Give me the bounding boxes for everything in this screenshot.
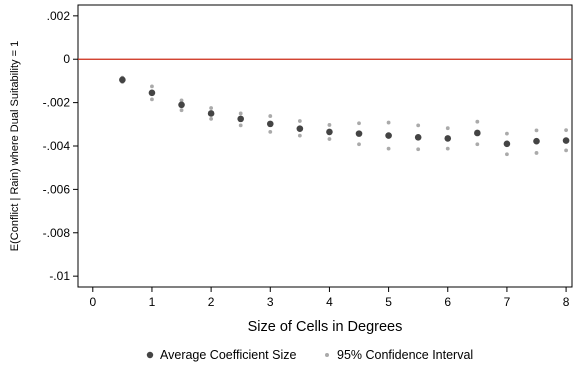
legend-label-average-coefficient: Average Coefficient Size: [160, 348, 296, 362]
y-axis: .002 0 -.002 -.004 -.006 -.008 -.01: [43, 9, 78, 283]
average-coefficient-point: [414, 134, 422, 141]
legend: Average Coefficient Size 95% Confidence …: [146, 348, 473, 362]
ci-lower-point: [505, 152, 509, 157]
x-tick-label: 4: [326, 295, 333, 309]
average-coefficient-point: [533, 137, 540, 145]
ci-lower-point: [297, 133, 302, 138]
x-tick-label: 2: [208, 295, 215, 309]
y-tick-label: -.01: [49, 269, 70, 283]
ci-upper-point: [357, 121, 361, 126]
average-coefficient-point: [385, 132, 392, 139]
legend-marker-average-coefficient: [146, 351, 154, 359]
ci-upper-point: [297, 119, 302, 123]
x-tick-label: 0: [89, 295, 96, 309]
ci-lower-point: [179, 108, 184, 113]
average-coefficient-point: [119, 76, 126, 84]
legend-marker-confidence-interval: [325, 353, 329, 357]
ci-lower-point: [268, 130, 273, 134]
y-tick-label: -.004: [43, 139, 71, 153]
y-tick-label: -.006: [43, 182, 71, 196]
ci-upper-point: [505, 131, 509, 136]
ci-upper-point: [475, 119, 480, 124]
average-coefficient-point: [444, 135, 452, 142]
y-axis-title: E(Conflict | Rain) where Dual Suitabilit…: [9, 41, 21, 251]
x-axis: 0 1 2 3 4 5 6 7 8: [89, 287, 570, 309]
average-coefficient-point: [237, 115, 244, 123]
ci-lower-point: [475, 142, 480, 147]
y-tick-label: -.002: [43, 96, 71, 110]
average-coefficient-point: [474, 129, 481, 137]
x-tick-label: 7: [504, 295, 511, 309]
average-coefficient-point: [207, 110, 215, 117]
ci-lower-point: [534, 151, 539, 155]
ci-upper-point: [416, 123, 421, 128]
x-tick-label: 8: [563, 295, 570, 309]
x-tick-label: 1: [149, 295, 156, 309]
average-coefficient-point: [326, 128, 333, 136]
ci-lower-point: [238, 123, 243, 128]
x-tick-label: 3: [267, 295, 274, 309]
ci-upper-point: [150, 84, 154, 89]
ci-upper-point: [179, 98, 184, 103]
ci-lower-point: [386, 146, 391, 151]
legend-label-confidence-interval: 95% Confidence Interval: [337, 348, 473, 362]
ci-upper-point: [534, 128, 539, 133]
ci-upper-point: [445, 126, 450, 131]
ci-upper-point: [268, 114, 273, 118]
ci-lower-point: [327, 137, 332, 141]
ci-upper-point: [564, 128, 568, 133]
average-coefficient-point: [178, 101, 185, 109]
ci-upper-point: [238, 111, 243, 116]
ci-upper-point: [209, 106, 214, 110]
ci-lower-point: [445, 146, 450, 151]
data-marks: [119, 75, 570, 157]
average-coefficient-point: [296, 125, 304, 132]
average-coefficient-point: [266, 120, 274, 128]
x-tick-label: 6: [444, 295, 451, 309]
ci-upper-point: [386, 120, 391, 125]
average-coefficient-point: [503, 140, 511, 148]
x-tick-label: 5: [385, 295, 392, 309]
plot-frame: [77, 4, 573, 288]
average-coefficient-point: [148, 89, 156, 97]
ci-lower-point: [357, 142, 361, 147]
y-tick-label: .002: [47, 9, 71, 23]
ci-lower-point: [209, 116, 214, 121]
ci-lower-point: [564, 148, 568, 153]
ci-lower-point: [416, 147, 421, 152]
average-coefficient-point: [355, 130, 363, 137]
ci-upper-point: [327, 123, 332, 127]
y-tick-label: 0: [63, 52, 70, 66]
y-tick-label: -.008: [43, 226, 71, 240]
average-coefficient-point: [562, 137, 570, 144]
ci-lower-point: [150, 97, 154, 102]
x-axis-title: Size of Cells in Degrees: [248, 319, 403, 335]
